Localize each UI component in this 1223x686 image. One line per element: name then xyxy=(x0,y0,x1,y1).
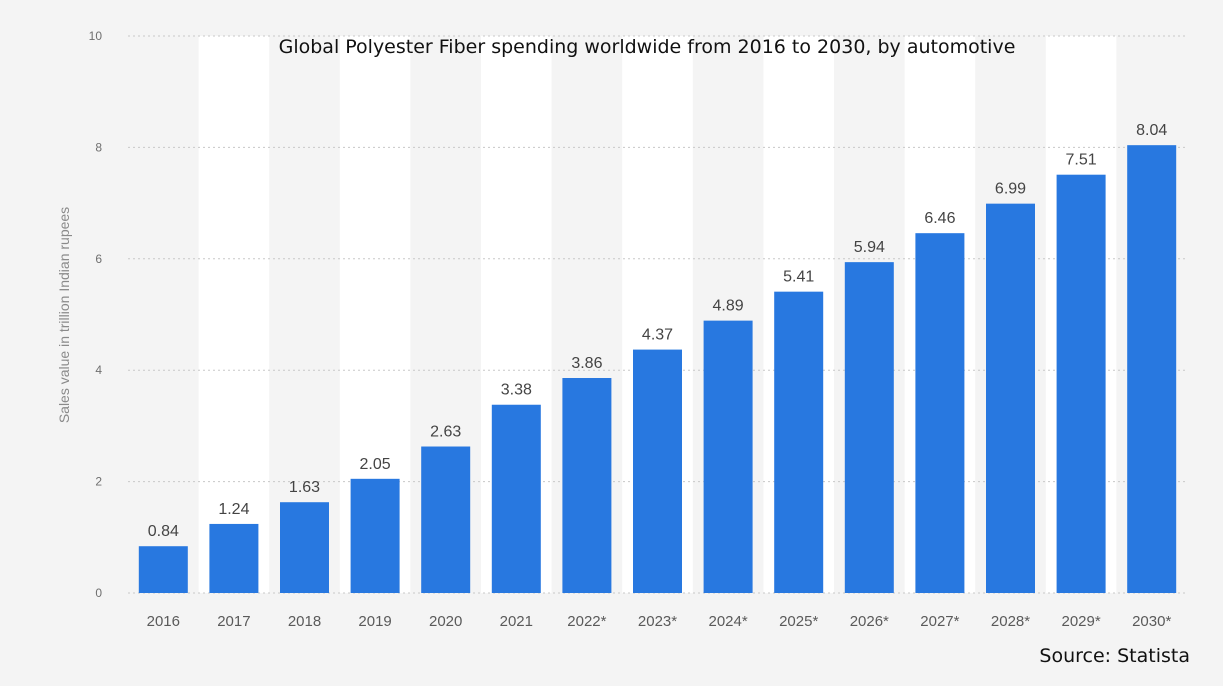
y-tick-label: 0 xyxy=(95,586,102,600)
bar-2024* xyxy=(703,320,753,593)
x-tick-label: 2019 xyxy=(358,613,391,630)
y-axis-label: Sales value in trillion Indian rupees xyxy=(56,207,72,423)
y-tick-label: 4 xyxy=(95,363,102,377)
x-tick-label: 2025* xyxy=(779,613,818,630)
data-label: 6.99 xyxy=(995,181,1026,198)
bar-2023* xyxy=(633,349,682,593)
data-label: 0.84 xyxy=(148,523,179,540)
x-tick-label: 2017 xyxy=(217,613,250,630)
x-tick-label: 2022* xyxy=(567,613,606,630)
data-label: 1.63 xyxy=(289,479,320,496)
data-label: 3.86 xyxy=(571,355,602,372)
x-tick-label: 2023* xyxy=(638,613,677,630)
bar-2022* xyxy=(562,377,612,593)
x-tick-label: 2020 xyxy=(429,613,462,630)
y-axis-tick-labels: 0 2 4 6 8 10 xyxy=(89,29,103,600)
data-label: 5.41 xyxy=(783,269,814,286)
data-label: 6.46 xyxy=(924,210,955,227)
bar-2029* xyxy=(1056,174,1106,593)
bars xyxy=(138,145,1177,594)
source-note: Source: Statista xyxy=(1039,645,1190,667)
data-label: 1.24 xyxy=(218,501,249,518)
bar-2028* xyxy=(986,203,1035,594)
bar-2017 xyxy=(209,523,259,593)
y-tick-label: 8 xyxy=(95,140,102,154)
x-tick-label: 2027* xyxy=(920,613,959,630)
y-tick-label: 2 xyxy=(95,475,102,489)
y-tick-label: 6 xyxy=(95,252,102,266)
x-tick-label: 2021 xyxy=(500,613,533,630)
data-label: 5.94 xyxy=(854,239,885,256)
y-tick-label: 10 xyxy=(89,29,103,43)
x-tick-label: 2028* xyxy=(991,613,1030,630)
x-tick-label: 2029* xyxy=(1061,613,1100,630)
bar-2018 xyxy=(280,502,329,593)
x-tick-label: 2026* xyxy=(850,613,889,630)
bar-2016 xyxy=(138,546,188,593)
data-label: 3.38 xyxy=(501,382,532,399)
bar-2019 xyxy=(350,478,400,593)
bar-2025* xyxy=(774,291,824,593)
data-label: 2.63 xyxy=(430,424,461,441)
bar-2020 xyxy=(421,446,471,593)
x-tick-label: 2016 xyxy=(147,613,180,630)
data-label: 4.89 xyxy=(713,298,744,315)
x-axis-tick-labels: 2016 2017 2018 2019 2020 2021 2022* 2023* 2024* 2… xyxy=(147,613,1172,630)
x-tick-label: 2018 xyxy=(288,613,321,630)
bar-2027* xyxy=(915,233,965,594)
data-label: 4.37 xyxy=(642,327,673,344)
bar-2030* xyxy=(1127,145,1177,593)
background-band-1 xyxy=(198,36,270,593)
data-label: 2.05 xyxy=(360,456,391,473)
data-labels: 0.84 1.24 1.63 2.05 2.63 3.38 3.86 4.37 4.89 5.41… xyxy=(148,122,1168,540)
x-tick-label: 2024* xyxy=(708,613,747,630)
x-tick-label: 2030* xyxy=(1132,613,1171,630)
bar-2026* xyxy=(844,262,894,593)
chart-title: Global Polyester Fiber spending worldwid… xyxy=(279,36,1016,58)
data-label: 7.51 xyxy=(1066,152,1097,169)
bar-2021 xyxy=(491,404,541,593)
data-label: 8.04 xyxy=(1136,122,1167,139)
